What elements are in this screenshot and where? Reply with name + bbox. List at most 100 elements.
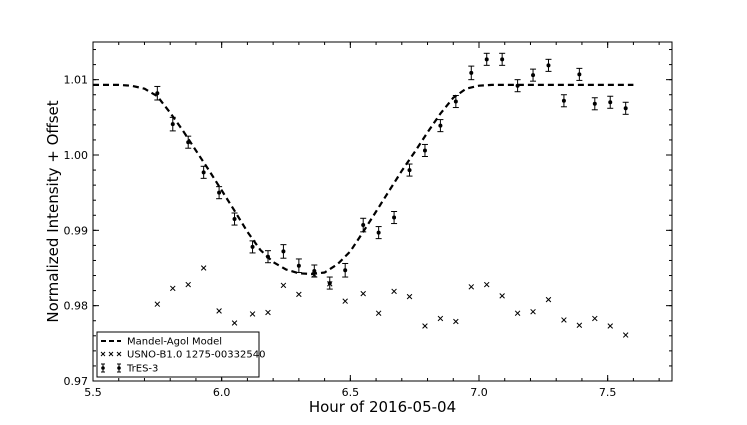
legend-box	[96, 331, 260, 378]
tres-3-point	[326, 276, 333, 290]
tres-3-point	[483, 52, 490, 66]
comparison-star-point	[514, 310, 521, 316]
comparison-star-point	[296, 291, 302, 298]
comparison-star-point	[545, 296, 552, 303]
data-point	[515, 83, 520, 88]
comparison-star-point	[265, 309, 271, 316]
tres-3-point	[437, 119, 444, 133]
tres-3-point	[249, 240, 256, 254]
tres-3-point	[452, 94, 459, 109]
legend-label: Mandel-Agol Model	[127, 337, 222, 348]
data-point	[531, 73, 536, 78]
tres-3-point	[154, 85, 161, 101]
data-point	[327, 281, 332, 286]
tres-3-point	[499, 52, 506, 66]
comparison-star-point	[530, 308, 536, 315]
plot-frame	[92, 41, 673, 382]
tres-3-point	[360, 217, 367, 233]
data-point	[232, 217, 237, 222]
y-tick-label: 1.01	[64, 74, 89, 87]
comparison-star-point	[499, 293, 505, 299]
legend-x-swatch	[108, 351, 114, 357]
comparison-star-point	[200, 265, 207, 271]
tres-3-point	[607, 95, 614, 109]
comparison-star-point	[607, 323, 613, 329]
tres-3-point	[169, 116, 176, 132]
data-point	[546, 63, 551, 68]
comparison-star-point	[468, 284, 475, 290]
x-tick-label: 6.5	[342, 386, 360, 399]
tres-3-point	[391, 211, 398, 225]
tres-3-point	[200, 165, 207, 179]
data-point	[592, 101, 597, 106]
tres-3-point	[231, 212, 238, 226]
y-tick-label: 0.98	[64, 300, 89, 313]
x-axis-title: Hour of 2016-05-04	[309, 398, 456, 416]
tres-3-point	[545, 58, 552, 72]
tres-3-point	[311, 264, 318, 278]
data-point	[608, 100, 613, 105]
y-tick-label: 1.00	[64, 149, 89, 162]
data-point	[469, 70, 474, 75]
legend-point-swatch	[117, 366, 121, 370]
comparison-star-point	[249, 311, 256, 317]
data-point	[623, 106, 628, 111]
data-point	[422, 148, 427, 153]
comparison-star-point	[185, 281, 191, 288]
tres-3-point	[264, 250, 271, 264]
data-point	[296, 263, 301, 268]
legend-point-swatch	[101, 366, 105, 370]
data-point	[170, 122, 175, 127]
data-point	[561, 98, 566, 103]
tres-3-point	[216, 186, 223, 200]
plot-marks	[93, 52, 634, 338]
y-tick-label: 0.97	[64, 375, 89, 388]
x-tick-label: 7.0	[470, 386, 488, 399]
x-tick-label: 6.0	[213, 386, 231, 399]
data-point	[500, 57, 505, 62]
data-point	[577, 72, 582, 77]
comparison-star-point	[422, 323, 428, 329]
tres-3-point	[560, 94, 567, 108]
data-point	[392, 215, 397, 220]
legend-x-swatch	[100, 351, 106, 357]
data-point	[250, 244, 255, 249]
model-curve	[93, 83, 634, 276]
tres-3-point	[185, 135, 192, 149]
data-point	[312, 269, 317, 274]
legend-label: TrES-3	[126, 364, 158, 375]
tres-3-point	[622, 101, 629, 115]
tres-3-point	[576, 67, 583, 81]
data-point	[484, 57, 489, 62]
tres-3-point	[295, 258, 302, 274]
legend-label: USNO-B1.0 1275-00332540	[127, 350, 265, 361]
tres-3-point	[468, 65, 475, 81]
comparison-star-point	[170, 285, 176, 292]
tres-3-point	[530, 68, 537, 82]
data-point	[343, 268, 348, 273]
x-tick-label: 5.5	[84, 386, 102, 399]
data-point	[155, 91, 160, 96]
data-point	[201, 170, 206, 175]
comparison-star-point	[342, 298, 348, 304]
tres-3-point	[406, 163, 413, 177]
comparison-star-point	[453, 318, 459, 325]
tres-3-point	[375, 226, 382, 240]
data-point	[407, 168, 412, 173]
tres-3-point	[514, 79, 521, 93]
tres-3-point	[280, 244, 287, 259]
x-tick-label: 7.5	[599, 386, 617, 399]
comparison-star-point	[280, 282, 287, 289]
comparison-star-point	[592, 315, 598, 322]
data-point	[453, 99, 458, 104]
data-point	[376, 230, 381, 235]
comparison-star-point	[406, 293, 413, 300]
y-axis-title: Normalized Intensity + Offset	[44, 100, 62, 322]
data-point	[217, 190, 222, 195]
comparison-star-point	[576, 322, 583, 329]
legend: Mandel-Agol Model USNO-B1.0 1275-00332540…	[96, 331, 265, 378]
axis-ticks	[92, 42, 672, 382]
tres-3-point	[591, 97, 598, 111]
tres-3-point	[421, 143, 428, 158]
